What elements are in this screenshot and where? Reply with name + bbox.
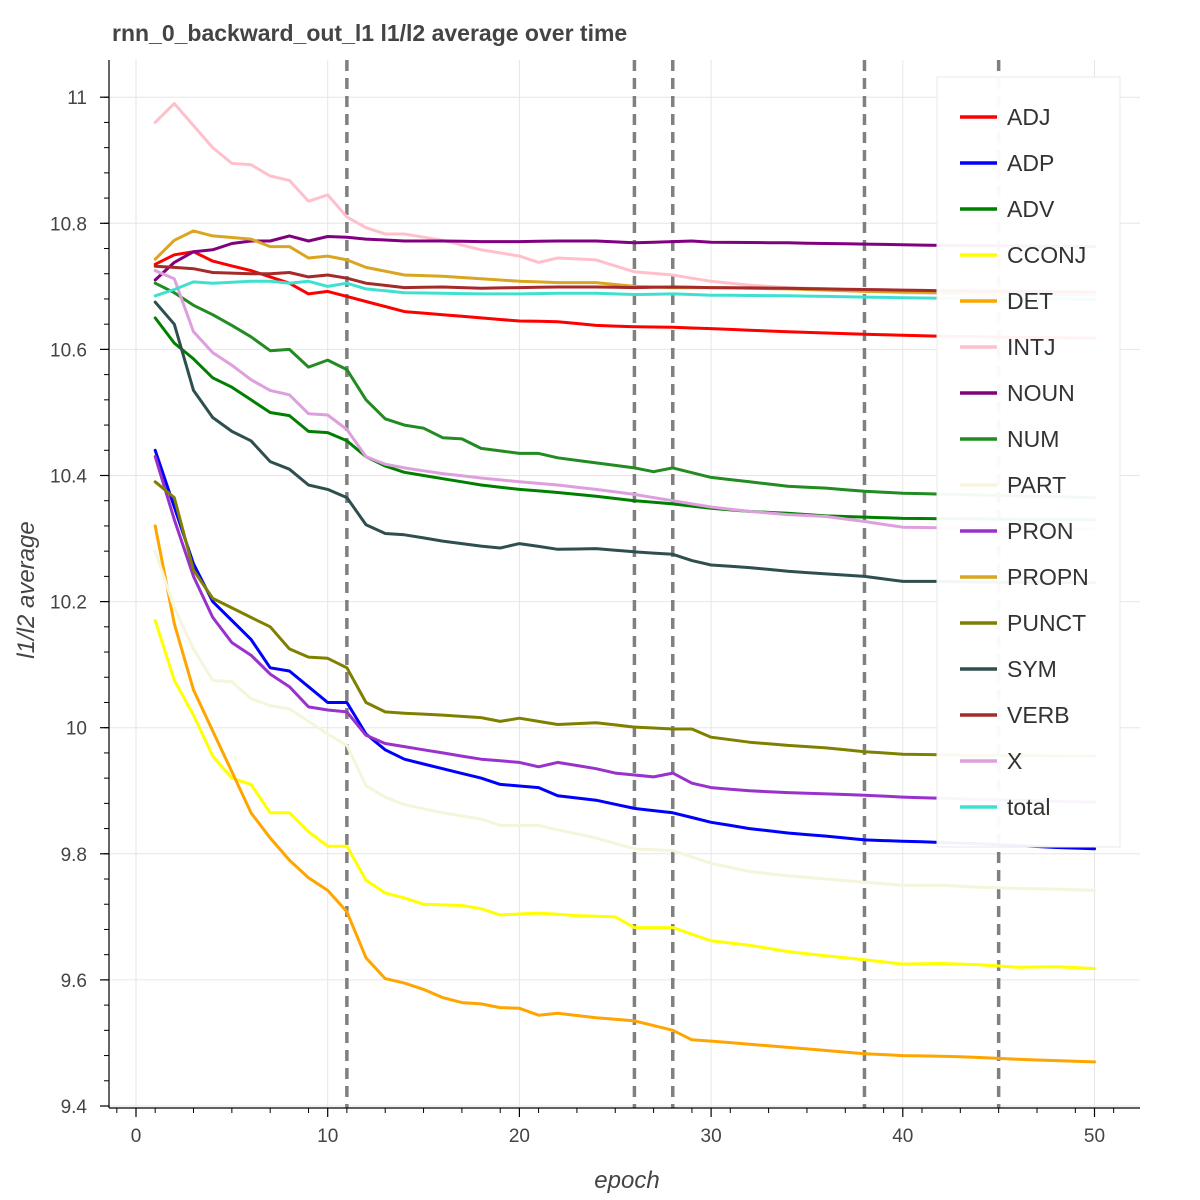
series-line-det	[153, 524, 1096, 1064]
x-tick-label: 0	[131, 1126, 142, 1147]
x-axis-label: epoch	[594, 1167, 659, 1194]
y-tick-label: 10.8	[50, 214, 87, 235]
legend-label: ADV	[1007, 196, 1055, 222]
series-line-part	[153, 549, 1096, 892]
legend-label: ADJ	[1007, 104, 1050, 130]
legend-label: PRON	[1007, 518, 1073, 544]
x-tick-label: 10	[317, 1126, 338, 1147]
y-tick-label: 10.2	[50, 593, 87, 614]
legend: ADJ ADP ADV CCONJ DET INTJ NOUN NUM PART PRON PROP…	[936, 76, 1121, 848]
legend-label: X	[1007, 748, 1022, 774]
legend-label: ADP	[1007, 150, 1054, 176]
legend-label: NOUN	[1007, 380, 1075, 406]
legend-label: PROPN	[1007, 564, 1089, 590]
legend-label: total	[1007, 794, 1050, 820]
series-line-cconj	[153, 619, 1096, 971]
legend-label: NUM	[1007, 426, 1059, 452]
x-tick-label: 50	[1084, 1126, 1105, 1147]
y-tick-label: 11	[67, 88, 87, 109]
legend-box	[936, 76, 1121, 848]
legend-label: SYM	[1007, 656, 1057, 682]
x-tick-label: 40	[892, 1126, 913, 1147]
axes: 0 10 20 30 40 50 9.4 9.6 9.8 10 10.2 10.4 10.6 10.8 11	[50, 60, 1140, 1147]
legend-label: PUNCT	[1007, 610, 1086, 636]
chart-title: rnn_0_backward_out_l1 l1/l2 average over…	[112, 20, 627, 46]
legend-label: INTJ	[1007, 334, 1056, 360]
y-tick-label: 9.6	[61, 971, 87, 992]
y-tick-label: 10.4	[50, 467, 87, 488]
legend-label: VERB	[1007, 702, 1070, 728]
y-tick-label: 9.8	[61, 845, 87, 866]
legend-label: CCONJ	[1007, 242, 1086, 268]
x-tick-label: 30	[701, 1126, 722, 1147]
y-tick-label: 9.4	[61, 1097, 88, 1118]
legend-label: DET	[1007, 288, 1053, 314]
x-tick-label: 20	[509, 1126, 530, 1147]
legend-label: PART	[1007, 472, 1066, 498]
y-axis-label: l1/l2 average	[13, 521, 40, 658]
y-tick-label: 10	[66, 719, 87, 740]
y-tick-label: 10.6	[50, 340, 87, 361]
